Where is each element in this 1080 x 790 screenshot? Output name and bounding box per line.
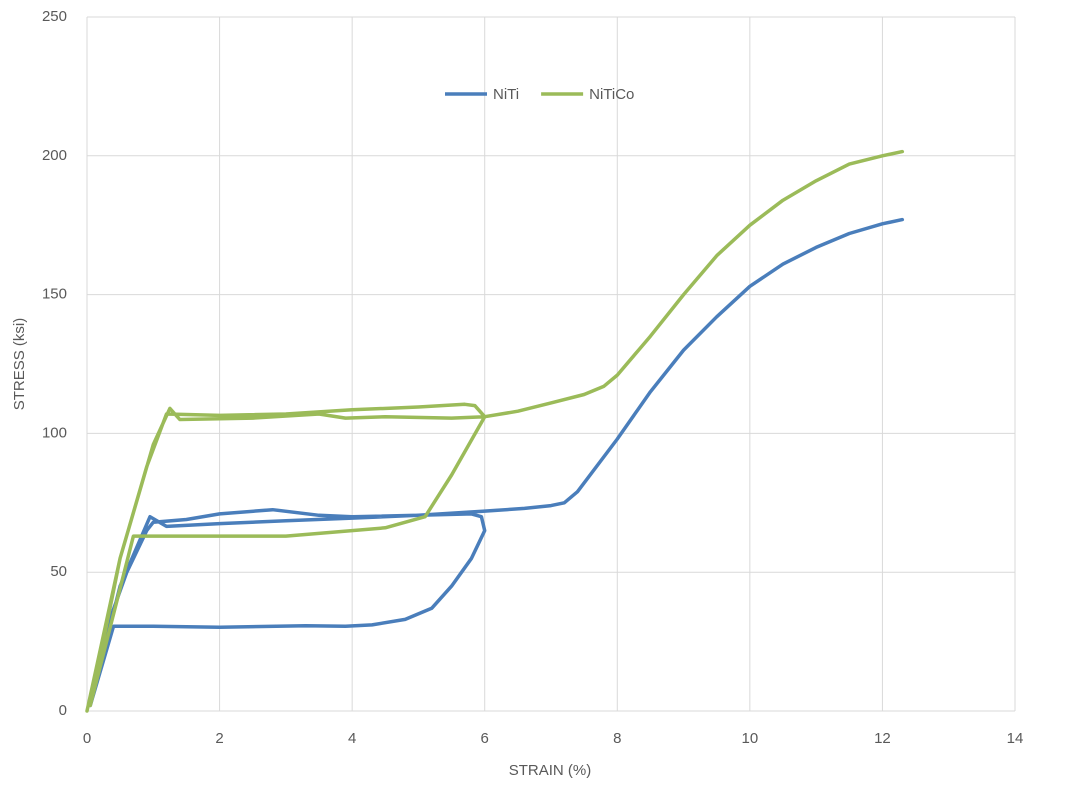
x-axis-label: STRAIN (%) — [509, 762, 592, 779]
y-tick-label: 200 — [42, 147, 67, 164]
x-tick-label: 2 — [215, 730, 223, 747]
x-tick-label: 6 — [481, 730, 489, 747]
y-axis-label: STRESS (ksi) — [11, 318, 28, 411]
y-tick-label: 250 — [42, 8, 67, 25]
data-line — [85, 149, 905, 713]
y-tick-label: 0 — [59, 702, 67, 719]
x-tick-label: 14 — [1007, 730, 1024, 747]
x-tick-label: 8 — [613, 730, 621, 747]
legend-label: NiTi — [493, 86, 519, 103]
y-tick-label: 150 — [42, 286, 67, 303]
data-line — [88, 217, 905, 708]
x-tick-label: 10 — [742, 730, 759, 747]
x-tick-label: 12 — [874, 730, 891, 747]
legend-label: NiTiCo — [589, 86, 634, 103]
x-tick-label: 0 — [83, 730, 91, 747]
y-tick-label: 100 — [42, 424, 67, 441]
y-tick-label: 50 — [50, 563, 67, 580]
x-tick-label: 4 — [348, 730, 356, 747]
